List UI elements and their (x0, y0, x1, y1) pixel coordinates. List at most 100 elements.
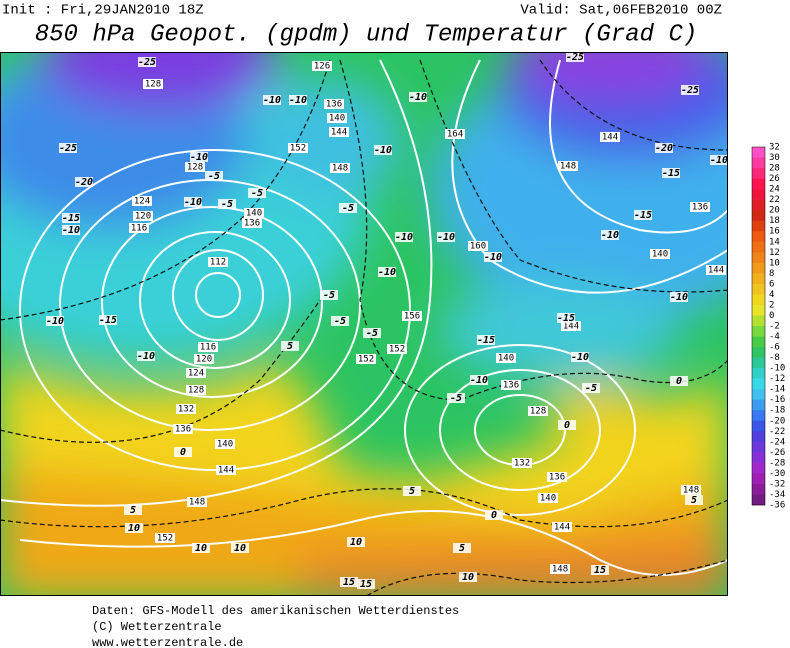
map-labels: 1281261361401441481521641481441361401441… (46, 52, 728, 590)
geopotential-label-box (552, 522, 572, 532)
temperature-label-box (125, 523, 143, 533)
temperature-label: -5 (585, 383, 597, 394)
temperature-label: -10 (710, 155, 728, 166)
geopotential-label: 140 (652, 250, 668, 260)
temperature-label: -15 (62, 213, 80, 224)
temperature-label: -5 (323, 290, 335, 301)
color-scale-swatch (752, 389, 765, 401)
temperature-label-box (437, 232, 455, 242)
geopotential-label-box (327, 113, 347, 123)
temperature-label-box (403, 486, 421, 496)
color-scale-label: 0 (769, 311, 774, 321)
geopotential-label-box (143, 79, 163, 89)
temperature-label-box (248, 188, 266, 198)
geopotential-label: 144 (218, 466, 234, 476)
color-scale-swatch (752, 410, 765, 422)
color-scale-swatch (752, 368, 765, 379)
geopotential-label-box (329, 127, 349, 137)
color-scale-swatch (752, 399, 765, 411)
temperature-label: -15 (662, 168, 680, 179)
color-scale-label: 8 (769, 269, 774, 279)
temperature-label: 0 (564, 420, 570, 431)
geopotential-label-box (242, 218, 262, 228)
color-scale-swatch (752, 262, 765, 274)
color-scale-label: -36 (769, 501, 785, 511)
geopotential-label: 132 (178, 405, 194, 415)
temperature-label-box (218, 199, 236, 209)
temperature-label-box (184, 197, 202, 207)
temperature-label-box (231, 543, 249, 553)
temperature-label-box (190, 152, 208, 162)
temperature-label-box (137, 351, 155, 361)
geopotential-label-box (681, 485, 701, 495)
temperature-label: 0 (676, 376, 682, 387)
color-scale-swatch (752, 315, 765, 327)
color-scale-swatch (752, 357, 765, 369)
temperature-label-box (205, 171, 223, 181)
color-scale-swatch (752, 326, 765, 337)
geopotential-label-box (512, 458, 532, 468)
geopotential-label: 136 (175, 425, 191, 435)
geopotential-label: 120 (196, 355, 212, 365)
temperature-label: -10 (395, 232, 413, 243)
temperature-label-box (459, 572, 477, 582)
color-scale-label: 32 (769, 143, 780, 153)
geopotential-label: 148 (552, 565, 568, 575)
temperature-label-box (374, 145, 392, 155)
color-scale-swatch (752, 273, 765, 285)
color-scale-swatch (752, 378, 765, 390)
geopotential-label-box (706, 265, 726, 275)
temperature-label: -10 (184, 197, 202, 208)
color-scale-label: 4 (769, 290, 774, 300)
color-scale-swatch (752, 304, 765, 316)
temperature-label: -20 (655, 143, 673, 154)
geopotential-label: 124 (188, 369, 204, 379)
geopotential-label: 148 (332, 164, 348, 174)
color-scale-swatch (752, 147, 765, 158)
temperature-label-box (484, 252, 502, 262)
temperature-label-box (339, 203, 357, 213)
color-scale-swatch (752, 452, 765, 464)
temperature-label: -25 (566, 52, 584, 63)
geopotential-label: 136 (244, 219, 260, 229)
geopotential-label-box (186, 368, 206, 378)
temperature-label-box (59, 143, 77, 153)
temperature-label: -10 (378, 267, 396, 278)
temperature-label: -10 (46, 316, 64, 327)
geopotential-label-box (176, 404, 196, 414)
temperature-label-box (485, 510, 503, 520)
geopotential-label: 144 (331, 128, 347, 138)
geopotential-label-box (132, 196, 152, 206)
temperature-label: -10 (670, 292, 688, 303)
temperature-label: -10 (437, 232, 455, 243)
color-scale-swatch (752, 220, 765, 232)
temperature-label-box (62, 213, 80, 223)
geopotential-label: 136 (326, 100, 342, 110)
geopotential-label-box (561, 321, 581, 331)
geopotential-label: 128 (530, 407, 546, 417)
footer-line: Daten: GFS-Modell des amerikanischen Wet… (92, 604, 459, 618)
color-scale-swatch (752, 157, 765, 169)
geopotential-label-box (496, 353, 516, 363)
temperature-label-box (634, 210, 652, 220)
temperature-label-box (99, 315, 117, 325)
temperature-label: -10 (571, 352, 589, 363)
geopotential-label-box (198, 342, 218, 352)
temperature-label-box (477, 335, 495, 345)
temperature-label: 10 (128, 523, 140, 534)
geopotential-label: 148 (560, 162, 576, 172)
temperature-label: 0 (491, 510, 497, 521)
color-scale-swatch (752, 283, 765, 295)
temperature-label-box (174, 447, 192, 457)
footer-line: www.wetterzentrale.de (92, 636, 243, 648)
color-scale-swatch (752, 178, 765, 190)
temperature-label-box (681, 85, 699, 95)
color-scale-label: 26 (769, 174, 780, 184)
temperature-label-box (566, 52, 584, 62)
color-scale-label: -8 (769, 353, 780, 363)
temperature-label-box (357, 579, 375, 589)
geopotential-label: 152 (290, 144, 306, 154)
geopotential-label: 140 (246, 209, 262, 219)
temperature-label-box (601, 230, 619, 240)
temperature-label: -5 (450, 393, 462, 404)
